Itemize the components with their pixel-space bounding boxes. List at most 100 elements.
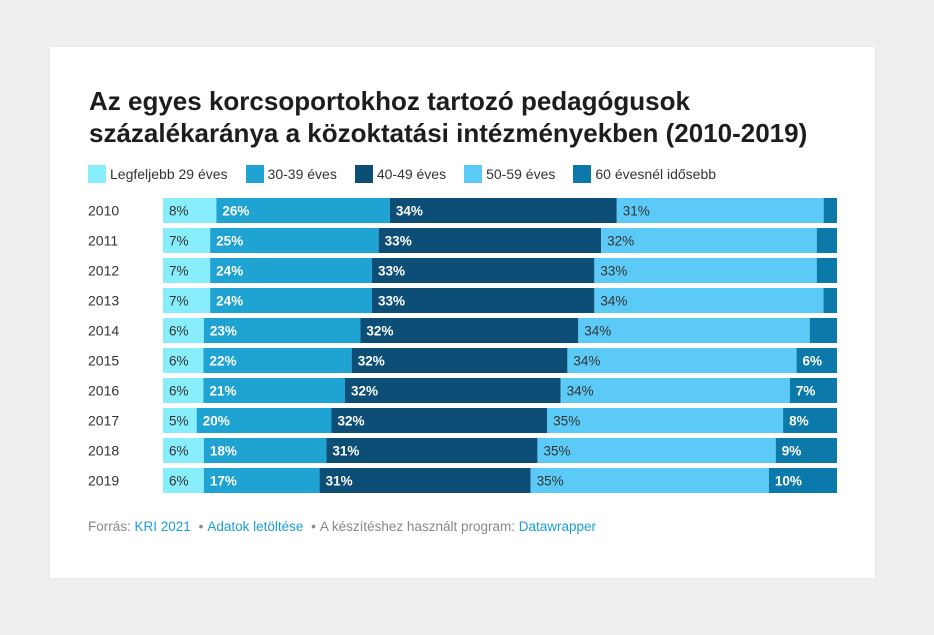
bar-segment [319,468,531,493]
data-label: 35% [543,444,570,459]
data-label: 32% [351,384,378,399]
year-label: 2015 [88,353,119,369]
bar-segment [547,408,784,433]
data-label: 35% [537,474,564,489]
data-label: 6% [169,474,189,489]
footer: Forrás: KRI 2021 • Adatok letöltése • A ké… [88,519,596,534]
bar-segment [163,408,197,433]
data-label: 33% [378,294,405,309]
data-label: 21% [209,384,236,399]
data-label: 23% [210,324,237,339]
data-label: 31% [326,474,353,489]
year-label: 2018 [88,443,119,459]
legend-item: 50-59 éves [464,165,555,183]
bar-segment [530,468,769,493]
legend-label: 40-49 éves [376,166,447,182]
bar-segment [163,318,204,343]
bar-segment [616,198,824,223]
data-label: 34% [573,354,600,369]
bar-segment [203,318,361,343]
bar-segment [389,198,617,223]
year-label: 2013 [88,293,119,309]
data-label: 32% [607,234,634,249]
program-text: A készítéshez használt program: [319,519,515,534]
bar-segment [163,198,217,223]
bar-segment [163,258,211,283]
data-label: 6% [169,324,189,339]
year-label: 2016 [88,383,119,399]
bar-segment [823,288,837,313]
data-label: 22% [209,354,236,369]
data-label: 9% [782,444,802,459]
bar-segment [351,348,568,373]
data-label: 24% [216,264,243,279]
bar-segment [163,348,204,373]
data-label: 31% [332,444,359,459]
data-label: 34% [584,324,611,339]
separator: • [198,519,204,534]
stacked-bar-chart: 2010 8% 26% 34% 31% 2011 7% 25% 33% 32% 2012 7% 24% 3… [88,198,837,493]
bar-segment [823,198,837,223]
data-label: 31% [623,204,650,219]
bar-segment [560,378,790,403]
data-label: 33% [385,234,412,249]
legend-item: 40-49 éves [354,165,447,183]
bar-segment [331,408,548,433]
datawrapper-link[interactable]: Datawrapper [518,519,597,534]
bar-segment [768,468,837,493]
data-label: 26% [222,204,249,219]
data-label: 7% [796,384,816,399]
chart-title: Az egyes korcsoportokhoz tartozó pedagóg… [89,86,808,148]
data-label: 33% [600,264,627,279]
bar-segment [163,288,211,313]
bar-segment [371,258,595,283]
source-link[interactable]: KRI 2021 [134,519,191,534]
data-label: 5% [169,414,189,429]
data-label: 24% [216,294,243,309]
data-label: 34% [567,384,594,399]
year-label: 2011 [88,233,118,249]
bar-segment [203,438,327,463]
chart-card: Az egyes korcsoportokhoz tartozó pedagóg… [50,47,875,578]
data-label: 32% [338,414,365,429]
legend-swatch [464,165,483,183]
bar-segment [360,318,579,343]
legend-swatch [245,165,264,183]
data-label: 34% [396,204,423,219]
data-label: 6% [803,354,823,369]
year-label: 2014 [88,323,119,339]
year-label: 2010 [88,203,119,219]
data-label: 7% [169,264,189,279]
legend-swatch [354,165,373,183]
year-label: 2012 [88,263,119,279]
bar-segment [210,228,379,253]
data-label: 6% [169,354,189,369]
data-label: 17% [210,474,237,489]
bar-segment [816,258,837,283]
bar-segment [567,348,797,373]
data-label: 20% [203,414,230,429]
bar-segment [537,438,776,463]
data-label: 33% [378,264,405,279]
bar-segment [601,228,817,253]
data-label: 7% [169,234,189,249]
data-label: 6% [169,444,189,459]
bar-segment [203,468,320,493]
legend-item: Legfeljebb 29 éves [88,165,228,183]
bar-segment [163,468,204,493]
bar-segment [203,378,345,403]
download-data-link[interactable]: Adatok letöltése [207,519,304,534]
legend-swatch [573,165,592,183]
data-label: 32% [358,354,385,369]
bar-segment [163,438,204,463]
bar-segment [578,318,810,343]
data-label: 6% [169,384,189,399]
bar-segment [203,348,352,373]
bar-segment [196,408,332,433]
bar-segment [809,318,837,343]
separator: • [311,519,316,534]
bar-segment [594,288,824,313]
bar-segment [371,288,595,313]
bar-segment [816,228,837,253]
data-label: 8% [789,414,809,429]
